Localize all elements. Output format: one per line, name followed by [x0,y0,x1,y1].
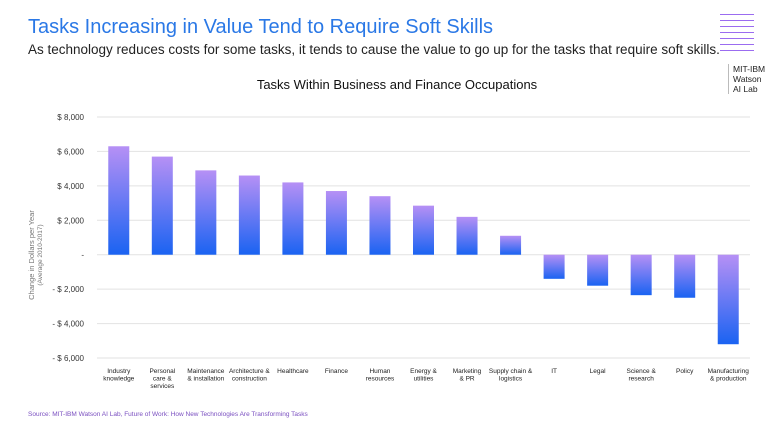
source-note: Source: MIT-IBM Watson AI Lab, Future of… [28,411,308,418]
x-tick-label: IT [551,368,557,375]
x-tick-label: Marketing & PR [453,368,482,383]
page-title: Tasks Increasing in Value Tend to Requir… [28,16,494,38]
bar [108,146,130,255]
x-tick-label: Maintenance & installation [187,368,225,383]
bar [500,235,522,255]
x-tick-label: Architecture & construction [229,368,270,383]
logo-lines-icon [720,14,754,51]
y-tick-label: $ 8,000 [57,113,84,122]
bar [587,254,609,286]
x-tick-label: Personal care & services [149,368,175,390]
x-tick-label: Legal [590,368,606,375]
bar [413,205,434,255]
x-tick-label: Supply chain & logistics [489,368,533,383]
logo-line-1: MIT-IBM [733,64,766,74]
x-tick-label: Healthcare [277,368,309,375]
y-tick-label: - [81,251,84,260]
bar [717,254,739,345]
y-axis-label: Change in Dollars per Year [27,210,36,300]
bar [238,175,260,255]
y-tick-label: - $ 6,000 [52,354,84,363]
y-tick-label: $ 2,000 [57,216,84,225]
y-tick-label: $ 4,000 [57,182,84,191]
x-tick-label: Manufacturing & production [708,368,750,383]
y-tick-label: - $ 2,000 [52,285,84,294]
bar [325,191,347,255]
chart-title: Tasks Within Business and Finance Occupa… [257,77,538,92]
x-axis-labels: Industry knowledge Personal care & services M… [103,368,749,390]
page-subtitle: As technology reduces costs for some tas… [28,42,720,57]
y-axis-title: Change in Dollars per Year (Average 2010… [27,210,44,300]
logo-line-3: AI Lab [733,84,758,94]
x-tick-label: Human resources [366,368,395,383]
x-tick-label: Policy [676,368,694,375]
bar [151,156,173,255]
bar [630,254,652,296]
y-tick-label: - $ 4,000 [52,320,84,329]
mit-ibm-logo: MIT-IBM Watson AI Lab [720,14,765,94]
bar [282,182,304,255]
bar [195,170,217,255]
chart-bars [108,146,739,345]
y-axis: $ 8,000 $ 6,000 $ 4,000 $ 2,000 - - $ 2,000 - … [52,113,84,363]
x-tick-label: Science & research [627,368,657,383]
bar [674,254,696,298]
logo-line-2: Watson [733,74,762,84]
x-tick-label: Finance [325,368,349,375]
y-axis-sublabel: (Average 2010-2017) [37,224,44,285]
y-tick-label: $ 6,000 [57,147,84,156]
x-tick-label: Industry knowledge [103,368,134,383]
bar [543,254,565,279]
bar [369,196,391,255]
logo-label: MIT-IBM Watson AI Lab [728,64,770,94]
bar [456,216,478,255]
x-tick-label: Energy & utilities [410,368,437,383]
